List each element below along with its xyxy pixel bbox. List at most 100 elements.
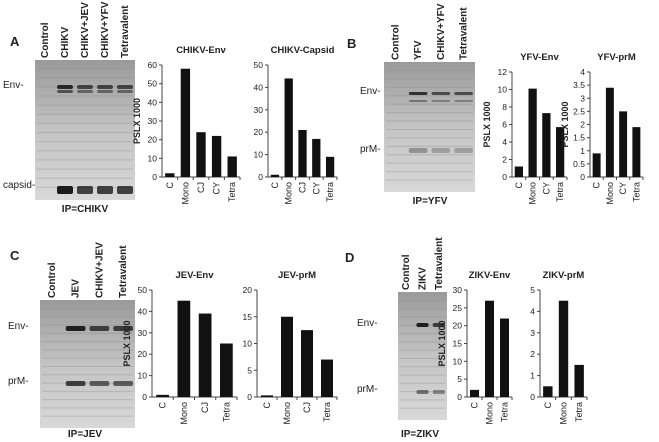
y-tick-label: 1 (530, 371, 535, 381)
chart-title: JEV-Env (175, 270, 214, 281)
bar (632, 127, 641, 177)
gel-smear (37, 113, 133, 115)
x-tick-label: Mono (179, 402, 189, 425)
y-tick-label: 10 (148, 153, 158, 163)
gel-image (35, 60, 135, 200)
gel-smear (400, 333, 445, 335)
chart-title: JEV-prM (278, 270, 316, 281)
gel-band (77, 90, 93, 93)
lane-label: Control (401, 254, 412, 290)
y-tick-label: 20 (148, 135, 158, 145)
gel-band (408, 148, 428, 153)
gel-band (117, 186, 133, 194)
y-tick-label: 10 (243, 339, 253, 349)
y-tick-label: 0 (152, 172, 157, 182)
gel-band (57, 90, 73, 93)
x-tick-label: Tetra (325, 182, 335, 202)
bar (574, 364, 584, 397)
bar (281, 316, 293, 397)
gel-smear (42, 407, 133, 409)
y-tick-label: 50 (148, 79, 158, 89)
x-tick-label: Tetra (227, 182, 237, 202)
gel-band (97, 85, 113, 89)
gel-smear (42, 390, 133, 392)
gel-smear (37, 141, 133, 143)
gel-smear (42, 366, 133, 367)
gel-band (454, 100, 473, 102)
gel-smear (386, 112, 473, 114)
y-axis-label: PSLX 1000 (132, 98, 142, 144)
lane-label: Control (40, 22, 51, 58)
y-tick-label: 0 (258, 172, 263, 182)
band-label: Env- (360, 86, 381, 97)
gel-smear (400, 366, 445, 368)
gel-smear (386, 103, 473, 105)
x-tick-label: Tetra (631, 182, 641, 202)
gel-band (97, 186, 113, 194)
gel-band (431, 92, 451, 95)
y-tick-label: 0.5 (573, 159, 585, 169)
x-tick-label: Tetra (221, 402, 231, 422)
y-tick-label: 0 (457, 392, 462, 402)
ip-label: IP=ZIKV (401, 429, 439, 440)
x-tick-label: CY (541, 182, 551, 195)
gel-image (384, 62, 475, 192)
gel-smear (386, 70, 473, 71)
gel-smear (42, 316, 133, 318)
y-tick-label: 0 (530, 392, 535, 402)
y-tick-label: 10 (254, 150, 264, 160)
x-tick-label: C (592, 182, 602, 189)
x-tick-label: Tetra (322, 402, 332, 422)
x-tick-label: C (158, 402, 168, 409)
band-label: Env- (3, 80, 24, 91)
gel-smear (386, 120, 473, 122)
gel-band (113, 381, 133, 386)
gel-smear (400, 399, 445, 401)
y-tick-label: 1 (580, 146, 585, 156)
y-tick-label: 20 (243, 285, 253, 295)
y-tick-label: 10 (453, 356, 463, 366)
bar (542, 113, 551, 177)
y-tick-label: 50 (138, 285, 148, 295)
gel-smear (386, 154, 473, 156)
gel-smear (37, 168, 133, 170)
gel-band (77, 186, 93, 194)
gel-smear (42, 357, 133, 359)
x-tick-label: CY (311, 182, 321, 195)
x-tick-label: CJ (302, 402, 312, 413)
gel-band (408, 100, 428, 102)
gel-smear (386, 145, 473, 147)
gel-smear (386, 171, 473, 173)
bar (485, 300, 494, 397)
band-label: prM- (360, 144, 381, 155)
gel-band (431, 148, 451, 153)
y-axis-label: PSLX 1000 (122, 320, 132, 366)
x-tick-label: C (543, 402, 553, 409)
gel-smear (37, 104, 133, 106)
gel-band (454, 92, 473, 95)
gel-smear (386, 129, 473, 130)
gel-smear (37, 122, 133, 124)
gel-smear (400, 358, 445, 359)
gel-smear (42, 349, 133, 351)
y-tick-label: 4 (580, 67, 585, 77)
panel-letter: C (10, 248, 20, 263)
bar (165, 173, 175, 177)
x-tick-label: CY (618, 182, 628, 195)
bar (301, 330, 313, 397)
gel-band (65, 326, 86, 331)
y-tick-label: 30 (453, 285, 463, 295)
y-tick-label: 2 (530, 349, 535, 359)
gel-smear (400, 349, 445, 351)
bar (514, 166, 523, 177)
bar (227, 156, 237, 177)
bar (528, 88, 537, 177)
x-tick-label: Tetra (500, 402, 510, 422)
chart-title: CHIKV-Env (176, 45, 226, 56)
gel-smear (42, 415, 133, 417)
x-tick-label: C (262, 402, 272, 409)
y-tick-label: 8 (502, 102, 507, 112)
gel-image (398, 292, 447, 420)
gel-band (97, 90, 113, 93)
bar (558, 300, 569, 397)
